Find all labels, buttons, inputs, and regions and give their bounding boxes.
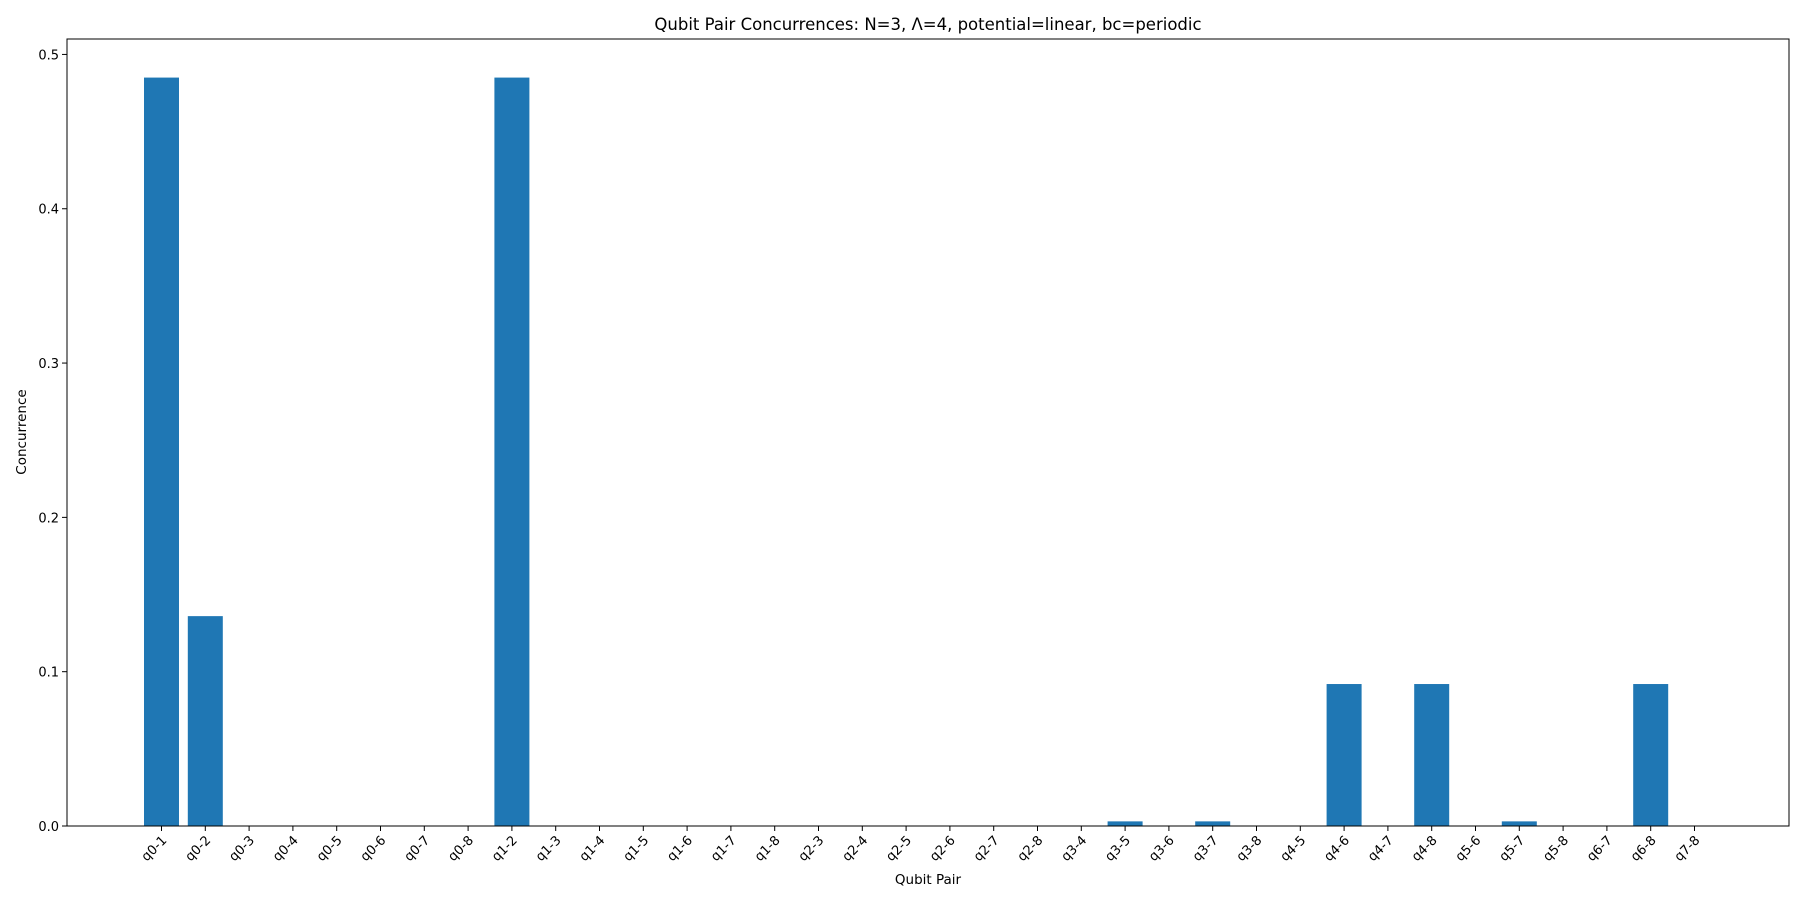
bar-q0-2: [187, 616, 223, 826]
x-tick-label: q1-6: [664, 833, 695, 864]
x-tick-label: q4-5: [1278, 833, 1309, 864]
x-tick-label: q2-8: [1015, 833, 1046, 864]
x-tick-label: q4-7: [1365, 833, 1396, 864]
x-axis: q0-1 q0-2 q0-3 q0-4 q0-5 q0-6 q0-7 q0-8 q1-2 q1-3…: [139, 826, 1703, 865]
y-tick-label: 0.5: [38, 48, 59, 63]
x-tick-label: q1-5: [621, 833, 652, 864]
x-tick-label: q3-7: [1190, 833, 1221, 864]
x-tick-label: q5-6: [1453, 833, 1484, 864]
plot-frame: [66, 38, 1790, 827]
bar-q6-8: [1633, 684, 1669, 826]
x-tick-label: q0-3: [226, 833, 257, 864]
x-tick-label: q5-8: [1540, 833, 1571, 864]
x-tick-label: q3-4: [1059, 833, 1090, 864]
x-tick-label: q2-7: [971, 833, 1002, 864]
x-tick-label: q3-6: [1146, 833, 1177, 864]
x-tick-label: q6-7: [1584, 833, 1615, 864]
x-tick-label: q1-2: [489, 833, 520, 864]
bar-q4-8: [1414, 684, 1450, 826]
x-tick-label: q6-8: [1628, 833, 1659, 864]
bar-q3-5: [1107, 821, 1143, 826]
x-tick-label: q2-6: [927, 833, 958, 864]
x-tick-label: q0-6: [358, 833, 389, 864]
x-tick-label: q1-8: [752, 833, 783, 864]
y-tick-label: 0.4: [38, 203, 59, 218]
x-tick-label: q2-5: [883, 833, 914, 864]
x-tick-label: q7-8: [1672, 833, 1703, 864]
x-tick-label: q1-3: [533, 833, 564, 864]
y-tick-label: 0.3: [38, 357, 59, 372]
x-tick-label: q0-7: [402, 833, 433, 864]
y-axis: 0.0 0.1 0.2 0.3 0.4 0.5: [38, 48, 67, 835]
x-tick-label: q4-6: [1321, 833, 1352, 864]
x-tick-label: q3-8: [1234, 833, 1265, 864]
x-tick-label: q0-1: [139, 833, 170, 864]
x-axis-label: Qubit Pair: [895, 872, 962, 888]
x-tick-label: q0-5: [314, 833, 345, 864]
x-tick-label: q1-7: [708, 833, 739, 864]
y-tick-label: 0.0: [38, 820, 59, 835]
x-tick-label: q4-8: [1409, 833, 1440, 864]
y-axis-label: Concurrence: [14, 389, 30, 474]
bar-q1-2: [494, 77, 530, 826]
y-tick-label: 0.1: [38, 666, 59, 681]
x-tick-label: q0-4: [270, 833, 301, 864]
x-tick-label: q1-4: [577, 833, 608, 864]
x-tick-label: q5-7: [1497, 833, 1528, 864]
bar-q5-7: [1501, 821, 1537, 826]
x-tick-label: q2-4: [840, 833, 871, 864]
bar-q0-1: [144, 77, 179, 826]
chart-title: Qubit Pair Concurrences: N=3, Λ=4, poten…: [654, 15, 1201, 34]
x-tick-label: q2-3: [796, 833, 827, 864]
x-tick-label: q0-2: [183, 833, 214, 864]
bar-q4-6: [1326, 684, 1362, 826]
bar-q3-7: [1195, 821, 1231, 826]
bars: [144, 77, 1669, 826]
x-tick-label: q0-8: [445, 833, 476, 864]
x-tick-label: q3-5: [1102, 833, 1133, 864]
y-tick-label: 0.2: [38, 511, 59, 526]
